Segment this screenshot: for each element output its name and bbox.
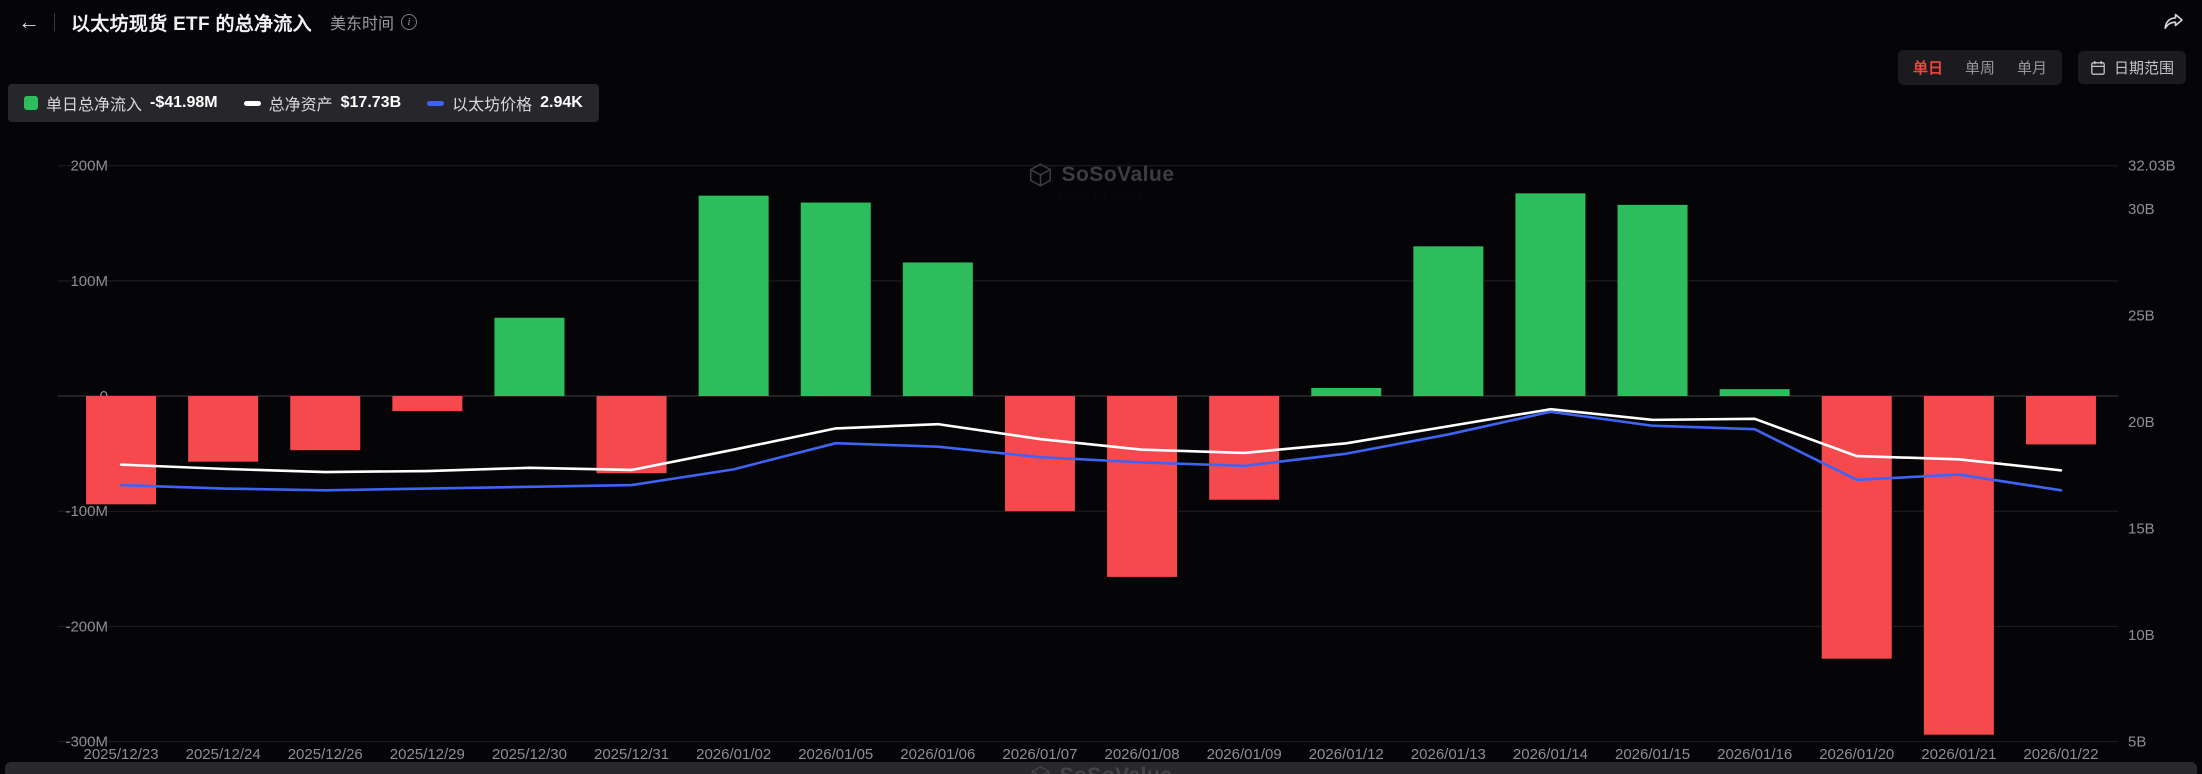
- tab-daily[interactable]: 单日: [1912, 60, 1943, 77]
- share-button[interactable]: [2162, 11, 2184, 33]
- netflow-bar[interactable]: [1719, 389, 1790, 397]
- x-axis-date-label: 2025/12/26: [288, 746, 363, 763]
- tab-weekly[interactable]: 单周: [1964, 60, 1995, 77]
- right-axis-tick-label: 10B: [2128, 627, 2155, 644]
- chart-legend: 单日总净流入 -$41.98M 总净资产 $17.73B 以太坊价格 2.94K: [8, 84, 599, 122]
- netflow-bar[interactable]: [494, 317, 565, 397]
- right-axis-tick-label: 5B: [2128, 734, 2146, 751]
- watermark-bottom: SoSoValue: [1029, 764, 1172, 774]
- x-axis-date-label: 2026/01/20: [1819, 746, 1894, 763]
- x-axis-date-label: 2025/12/24: [186, 746, 261, 763]
- legend-label: 单日总净流入: [46, 97, 143, 114]
- legend-label: 总净资产: [268, 97, 333, 114]
- netflow-bar[interactable]: [596, 396, 667, 474]
- net-assets-swatch: [243, 100, 261, 106]
- x-axis-date-label: 2026/01/02: [696, 746, 771, 763]
- right-axis-tick-label: 20B: [2128, 414, 2155, 431]
- netflow-swatch: [24, 96, 38, 110]
- x-axis-date-label: 2026/01/09: [1207, 746, 1282, 763]
- legend-item-eth-price[interactable]: 以太坊价格 2.94K: [427, 91, 583, 115]
- sosovalue-logo-icon: [1027, 162, 1053, 188]
- right-axis-tick-label: 25B: [2128, 307, 2155, 324]
- timezone-label: 美东时间: [329, 16, 394, 33]
- right-axis-tick-label: 15B: [2128, 521, 2155, 538]
- netflow-bar[interactable]: [392, 396, 463, 412]
- x-axis-date-label: 2026/01/13: [1411, 746, 1486, 763]
- x-axis-date-label: 2026/01/07: [1002, 746, 1077, 763]
- legend-label: 以太坊价格: [452, 97, 533, 114]
- netflow-bar[interactable]: [290, 396, 361, 451]
- chart-controls: 单日 单周 单月 日期范围: [1897, 50, 2186, 85]
- x-axis-date-label: 2026/01/22: [2023, 746, 2098, 763]
- netflow-bar[interactable]: [1107, 396, 1178, 577]
- netflow-bar[interactable]: [1311, 387, 1382, 397]
- zoom-scrollbar[interactable]: [5, 762, 2197, 774]
- netflow-bar[interactable]: [1209, 396, 1280, 500]
- eth-price-line: [119, 410, 2063, 492]
- x-axis-date-label: 2025/12/30: [492, 746, 567, 763]
- legend-item-net-assets[interactable]: 总净资产 $17.73B: [243, 91, 402, 115]
- netflow-bar[interactable]: [2025, 396, 2096, 445]
- netflow-bar[interactable]: [86, 396, 157, 505]
- legend-value: 2.94K: [540, 94, 583, 111]
- netflow-bar[interactable]: [902, 262, 973, 397]
- left-axis-tick-label: -100M: [65, 503, 108, 520]
- share-icon: [2162, 11, 2184, 33]
- header-divider: [54, 13, 55, 31]
- netflow-bar[interactable]: [1821, 396, 1892, 659]
- watermark-center: SoSoValue · · · · · · · · · ·: [1027, 162, 1174, 199]
- left-axis-tick-label: 200M: [70, 158, 108, 175]
- range-tab-group: 单日 单周 单月: [1897, 50, 2062, 85]
- x-axis-date-label: 2026/01/15: [1615, 746, 1690, 763]
- watermark-text: SoSoValue: [1059, 764, 1172, 774]
- x-axis-date-label: 2026/01/14: [1513, 746, 1588, 763]
- page-title: 以太坊现货 ETF 的总净流入: [71, 13, 312, 35]
- sosovalue-logo-icon: [1029, 765, 1051, 774]
- right-axis-tick-label: 30B: [2128, 201, 2155, 218]
- netflow-bar[interactable]: [1617, 204, 1688, 397]
- x-axis-date-label: 2026/01/08: [1105, 746, 1180, 763]
- watermark-text: SoSoValue: [1061, 163, 1175, 186]
- legend-value: -$41.98M: [150, 94, 218, 111]
- x-axis-date-label: 2026/01/21: [1921, 746, 1996, 763]
- info-icon[interactable]: i: [400, 14, 417, 30]
- legend-item-netflow[interactable]: 单日总净流入 -$41.98M: [24, 91, 218, 115]
- legend-value: $17.73B: [340, 94, 402, 111]
- x-axis-date-label: 2025/12/29: [390, 746, 465, 763]
- x-axis-date-label: 2025/12/23: [84, 746, 159, 763]
- date-range-button[interactable]: 日期范围: [2077, 51, 2186, 84]
- x-axis-date-label: 2026/01/05: [798, 746, 873, 763]
- total-net-assets-line: [119, 407, 2063, 474]
- date-range-label: 日期范围: [2113, 60, 2174, 77]
- left-axis-tick-label: 100M: [70, 273, 108, 290]
- netflow-bar[interactable]: [1413, 246, 1484, 397]
- watermark-subtext: · · · · · · · · · ·: [1058, 190, 1144, 199]
- left-axis-tick-label: -200M: [65, 618, 108, 635]
- netflow-bar[interactable]: [1923, 396, 1994, 735]
- netflow-bar[interactable]: [188, 396, 259, 462]
- netflow-bar[interactable]: [800, 202, 871, 397]
- calendar-icon: [2090, 60, 2106, 76]
- left-axis-tick-label: -300M: [65, 734, 108, 751]
- tab-monthly[interactable]: 单月: [2016, 60, 2047, 77]
- netflow-bar[interactable]: [1515, 193, 1586, 397]
- netflow-bar[interactable]: [698, 195, 769, 397]
- header: ← 以太坊现货 ETF 的总净流入 美东时间 i: [0, 0, 2202, 44]
- x-axis-date-label: 2026/01/16: [1717, 746, 1792, 763]
- x-axis-date-label: 2025/12/31: [594, 746, 669, 763]
- x-axis-date-label: 2026/01/06: [900, 746, 975, 763]
- right-axis-tick-label: 32.03B: [2128, 158, 2176, 175]
- x-axis-date-label: 2026/01/12: [1309, 746, 1384, 763]
- back-button[interactable]: ←: [18, 9, 40, 34]
- eth-price-swatch: [427, 100, 445, 106]
